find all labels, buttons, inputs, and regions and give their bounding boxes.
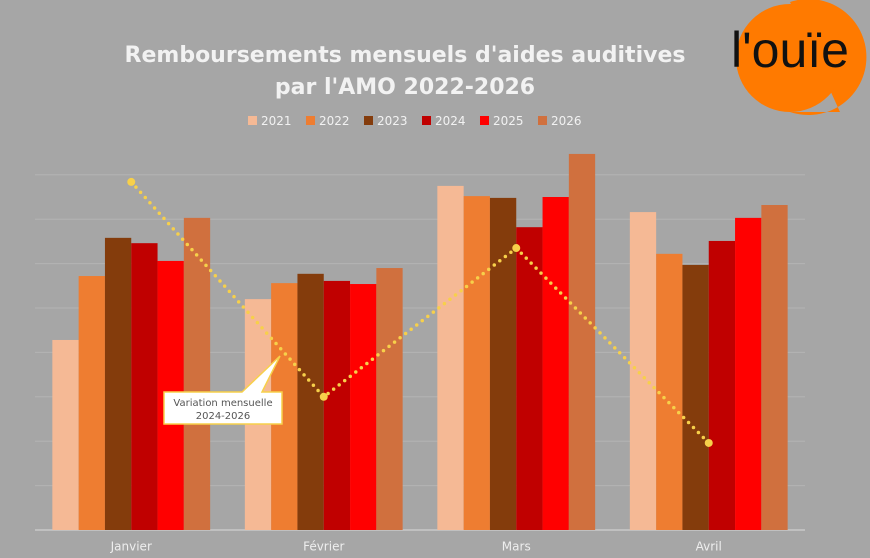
x-tick-label: Avril: [696, 540, 722, 554]
callout-label: 2024-2026: [196, 411, 251, 422]
bar: [708, 240, 736, 530]
x-tick-label: Janvier: [110, 540, 152, 554]
bar: [323, 280, 351, 530]
trend-point: [127, 177, 136, 186]
x-tick-label: Février: [303, 540, 344, 554]
bar: [104, 237, 132, 530]
logo-shape: [736, 4, 844, 112]
trend-point: [512, 244, 521, 253]
legend-label: 2022: [319, 114, 350, 128]
bar: [568, 153, 596, 530]
legend-label: 2026: [551, 114, 582, 128]
legend-label: 2021: [261, 114, 292, 128]
trend-point: [704, 438, 713, 447]
bar: [297, 273, 324, 530]
bar: [437, 185, 464, 530]
legend-label: 2025: [493, 114, 524, 128]
bar: [682, 264, 709, 530]
legend-label: 2024: [435, 114, 466, 128]
legend-swatch: [538, 116, 547, 125]
bar: [183, 217, 211, 531]
logo: l'ouïe: [731, 22, 849, 78]
legend-label: 2023: [377, 114, 408, 128]
x-tick-label: Mars: [502, 540, 531, 554]
bar: [78, 276, 105, 530]
bar: [376, 268, 403, 530]
legend-swatch: [306, 116, 315, 125]
legend-swatch: [364, 116, 373, 125]
legend-swatch: [480, 116, 489, 125]
chart-title: Remboursements mensuels d'aides auditive…: [125, 43, 686, 68]
bar: [52, 339, 79, 530]
bar: [516, 227, 543, 530]
bar: [629, 212, 657, 530]
bar: [735, 217, 762, 531]
legend-swatch: [248, 116, 257, 125]
trend-point: [319, 392, 328, 401]
legend-swatch: [422, 116, 431, 125]
bar: [463, 196, 490, 530]
bar: [131, 243, 158, 530]
callout-box: [163, 355, 283, 425]
bar: [350, 284, 377, 530]
bar: [761, 204, 788, 530]
callout-label: Variation mensuelle: [173, 398, 272, 409]
chart-title: par l'AMO 2022-2026: [275, 75, 535, 100]
bar: [542, 197, 569, 530]
